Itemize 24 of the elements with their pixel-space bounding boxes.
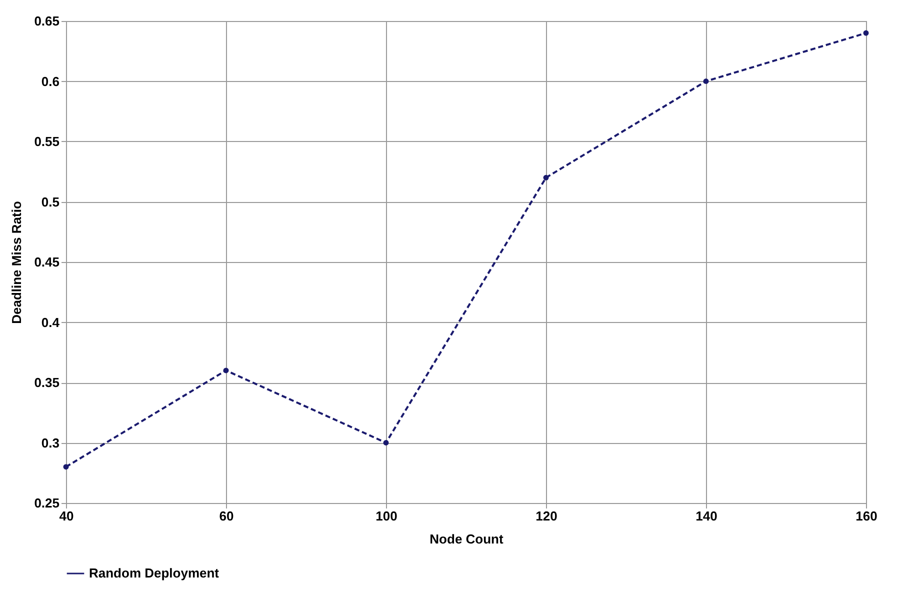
point [703, 78, 709, 84]
x-tick-label: 60 [219, 508, 234, 524]
x-tick-label: 40 [59, 508, 74, 524]
point [63, 464, 69, 470]
y-tick-label: 0.4 [41, 314, 60, 330]
x-tick-label: 160 [856, 508, 878, 524]
legend-label: Random Deployment [89, 566, 220, 580]
x-tick-label: 100 [376, 508, 398, 524]
point [863, 30, 869, 36]
y-tick-label: 0.45 [34, 254, 60, 270]
y-axis-title: Deadline Miss Ratio [9, 201, 24, 324]
y-tick-label: 0.35 [34, 375, 60, 390]
x-axis-title: Node Count [430, 532, 504, 546]
point [223, 368, 229, 374]
y-tick-label: 0.55 [34, 134, 60, 149]
point [383, 440, 389, 446]
y-tick-label: 0.25 [34, 496, 60, 510]
point [543, 174, 549, 180]
y-tick-label: 0.5 [41, 194, 60, 210]
x-tick-label: 120 [536, 508, 558, 524]
y-tick-label: 0.65 [34, 14, 60, 28]
y-tick-label: 0.3 [41, 435, 60, 450]
x-tick-label: 140 [696, 508, 718, 524]
y-tick-label: 0.6 [41, 74, 60, 89]
